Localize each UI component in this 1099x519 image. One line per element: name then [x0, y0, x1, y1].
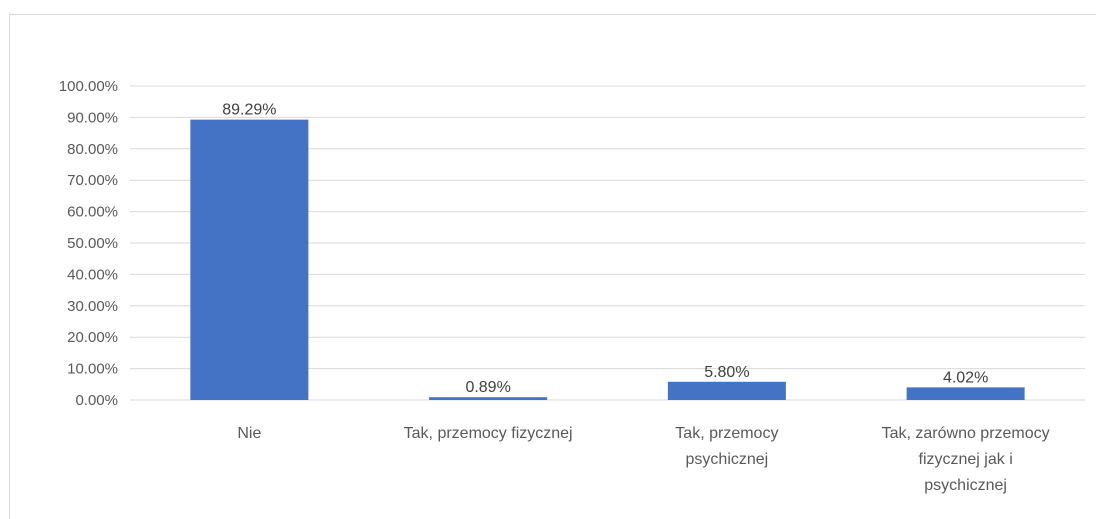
- category-label-line: Tak, przemocy fizycznej: [404, 425, 573, 442]
- x-axis-category-labels: Nie Tak, przemocy fizycznej Tak, przemocy p…: [237, 425, 1049, 494]
- y-tick-label: 60.00%: [67, 204, 118, 221]
- y-tick-label: 20.00%: [67, 329, 118, 346]
- data-label: 89.29%: [222, 102, 276, 119]
- y-tick-label: 100.00%: [59, 78, 118, 95]
- data-labels: 89.29% 0.89% 5.80% 4.02%: [222, 102, 988, 397]
- data-label: 4.02%: [943, 369, 988, 386]
- category-label: Nie: [237, 425, 261, 442]
- bars: [190, 119, 1025, 401]
- y-tick-label: 70.00%: [67, 172, 118, 189]
- y-tick-label: 80.00%: [67, 141, 118, 158]
- bar: [906, 387, 1025, 400]
- y-axis-tick-labels: 0.00% 10.00% 20.00% 30.00% 40.00% 50.00% 60.00…: [59, 78, 118, 409]
- category-label-line: fizycznej jak i: [919, 451, 1013, 468]
- category-label-line: Tak, przemocy: [675, 425, 778, 442]
- y-tick-label: 90.00%: [67, 109, 118, 126]
- bar: [667, 381, 786, 400]
- y-tick-label: 10.00%: [67, 361, 118, 378]
- category-label-line: Nie: [237, 425, 261, 442]
- category-label-line: psychicznej: [686, 451, 769, 468]
- gridlines: [130, 85, 1085, 401]
- data-label: 5.80%: [704, 364, 749, 381]
- category-label: Tak, zarówno przemocy fizycznej jak i psyc…: [882, 425, 1050, 494]
- chart-frame: [9, 14, 1096, 519]
- category-label-line: psychicznej: [924, 477, 1007, 494]
- y-tick-label: 30.00%: [67, 298, 118, 315]
- category-label: Tak, przemocy fizycznej: [404, 425, 573, 442]
- category-label-line: Tak, zarówno przemocy: [882, 425, 1050, 442]
- y-tick-label: 40.00%: [67, 266, 118, 283]
- category-label: Tak, przemocy psychicznej: [675, 425, 778, 468]
- y-tick-label: 50.00%: [67, 235, 118, 252]
- bar: [190, 119, 309, 401]
- y-tick-label: 0.00%: [75, 392, 118, 409]
- bar: [429, 397, 548, 400]
- data-label: 0.89%: [465, 379, 510, 396]
